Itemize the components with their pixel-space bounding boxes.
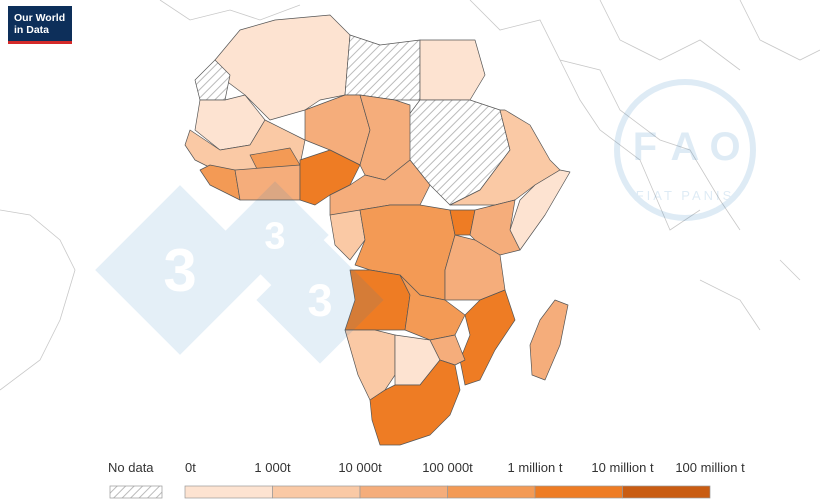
legend-label: 10 million t xyxy=(591,460,654,475)
country xyxy=(429,334,466,366)
country xyxy=(194,59,231,101)
africa xyxy=(184,14,571,446)
legend-label: 0t xyxy=(185,460,196,475)
legend-bin xyxy=(534,485,623,499)
watermark-diamond xyxy=(221,181,329,289)
logo-box xyxy=(8,6,72,44)
legend-label: 1 million t xyxy=(508,460,563,475)
country xyxy=(329,209,366,261)
country xyxy=(199,164,241,201)
country xyxy=(344,34,421,101)
logo-text: Our World xyxy=(14,12,65,24)
watermark-text: 3 xyxy=(264,215,285,257)
watermark-text: 3 xyxy=(163,237,196,304)
logo-underline xyxy=(8,41,72,44)
watermark-diamond xyxy=(256,236,384,364)
logo-text: in Data xyxy=(14,24,49,36)
country xyxy=(234,164,301,201)
fao-watermark: F A O FIAT PANIS xyxy=(614,79,756,221)
country xyxy=(344,329,396,401)
legend-no-data-swatch xyxy=(109,485,163,499)
legend-label: 100 million t xyxy=(675,460,745,475)
fao-letter: A xyxy=(671,125,700,169)
fao-ring xyxy=(614,79,756,221)
legend-bin xyxy=(622,485,711,499)
country xyxy=(529,299,569,381)
world-outline xyxy=(0,0,820,391)
legend-no-data-label: No data xyxy=(108,460,154,475)
country xyxy=(369,359,461,446)
country xyxy=(459,289,516,386)
watermark: 333 xyxy=(95,181,384,364)
fao-motto: FIAT PANIS xyxy=(636,188,735,203)
legend-bin xyxy=(272,485,361,499)
legend-label: 100 000t xyxy=(422,460,473,475)
fao-letter: O xyxy=(709,125,740,169)
country xyxy=(469,199,521,256)
country xyxy=(419,39,486,101)
legend-label: 1 000t xyxy=(254,460,291,475)
legend-label: 10 000t xyxy=(338,460,382,475)
watermark-text: 3 xyxy=(307,275,332,326)
country xyxy=(214,14,351,121)
legend-bin xyxy=(447,485,536,499)
fao-letter: F xyxy=(633,125,657,169)
legend-bin xyxy=(184,485,273,499)
legend-bin xyxy=(359,485,448,499)
